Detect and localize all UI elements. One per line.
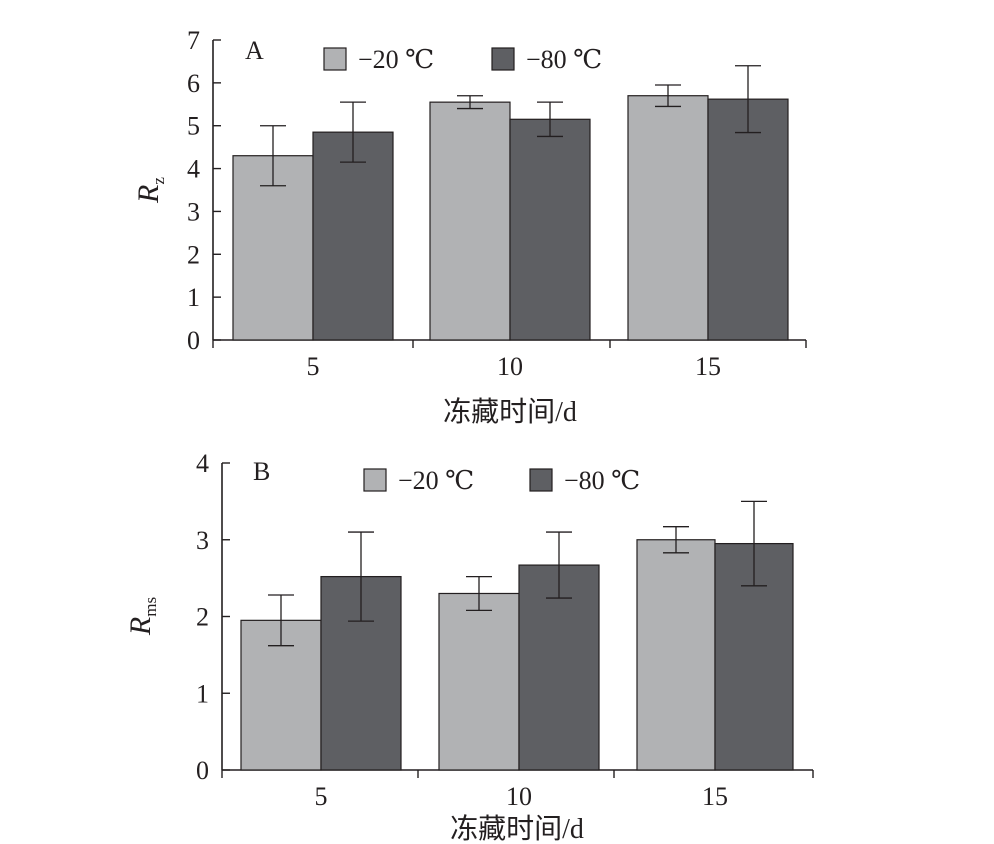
y-tick-label: 0 bbox=[196, 756, 209, 785]
x-tick-label: 10 bbox=[506, 782, 532, 811]
x-tick-label: 15 bbox=[695, 352, 721, 381]
panel-label: B bbox=[253, 457, 270, 486]
y-tick-label: 4 bbox=[187, 155, 200, 184]
error-bars bbox=[268, 500, 767, 647]
y-tick-labels: 0 1 2 3 4 5 6 7 bbox=[187, 26, 200, 355]
bars bbox=[232, 95, 789, 341]
y-tick-labels: 0 1 2 3 4 bbox=[196, 449, 209, 785]
x-axis-title: 冻藏时间/d bbox=[443, 396, 577, 428]
x-tick-labels: 5 10 15 bbox=[315, 782, 729, 811]
bar bbox=[636, 539, 716, 771]
x-tick-labels: 5 10 15 bbox=[307, 352, 722, 381]
legend-swatch-series-1 bbox=[323, 47, 347, 71]
y-tick-label: 4 bbox=[196, 449, 209, 478]
legend: −20 ℃ −80 ℃ bbox=[323, 45, 602, 74]
bar bbox=[438, 592, 520, 771]
legend-label-series-2: −80 ℃ bbox=[526, 45, 602, 74]
bar bbox=[429, 101, 511, 341]
error-bars bbox=[260, 65, 761, 187]
y-tick-label: 3 bbox=[187, 197, 200, 226]
bar bbox=[627, 95, 709, 341]
legend-label-series-2: −80 ℃ bbox=[564, 466, 640, 495]
y-tick-label: 2 bbox=[187, 240, 200, 269]
bar bbox=[518, 564, 600, 771]
bar bbox=[312, 131, 394, 341]
x-axis-title: 冻藏时间/d bbox=[450, 813, 584, 844]
y-tick-label: 6 bbox=[187, 69, 200, 98]
y-axis-title: Rms bbox=[124, 597, 160, 636]
y-tick-label: 5 bbox=[187, 112, 200, 141]
legend: −20 ℃ −80 ℃ bbox=[363, 466, 640, 495]
x-tick-label: 10 bbox=[497, 352, 523, 381]
y-tick-label: 1 bbox=[196, 679, 209, 708]
bar bbox=[707, 98, 789, 341]
legend-swatch-series-2 bbox=[491, 47, 515, 71]
bar bbox=[509, 118, 591, 341]
bars bbox=[240, 539, 794, 771]
y-axis-title: Rz bbox=[132, 177, 168, 204]
y-tick-label: 7 bbox=[187, 26, 200, 55]
panel-label: A bbox=[245, 36, 264, 65]
x-tick-label: 15 bbox=[702, 782, 728, 811]
chart-panel-b: 0 1 2 3 4 5 10 15 B −20 ℃ −80 ℃ 冻藏时间/d Rms bbox=[124, 449, 814, 844]
x-tick-label: 5 bbox=[315, 782, 328, 811]
x-tick-label: 5 bbox=[307, 352, 320, 381]
legend-swatch-series-1 bbox=[363, 468, 387, 492]
y-tick-label: 0 bbox=[187, 326, 200, 355]
legend-label-series-1: −20 ℃ bbox=[398, 466, 474, 495]
legend-label-series-1: −20 ℃ bbox=[358, 45, 434, 74]
y-tick-label: 3 bbox=[196, 526, 209, 555]
y-tick-label: 1 bbox=[187, 283, 200, 312]
legend-swatch-series-2 bbox=[529, 468, 553, 492]
y-tick-label: 2 bbox=[196, 603, 209, 632]
chart-panel-a: 0 1 2 3 4 5 6 7 5 10 15 A −20 ℃ −80 ℃ 冻藏时间/d Rz bbox=[132, 26, 807, 428]
